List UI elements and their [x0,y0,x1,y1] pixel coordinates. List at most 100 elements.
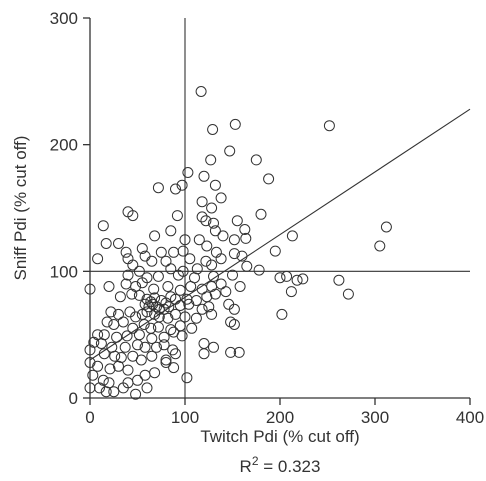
data-point [149,367,161,379]
data-point [281,270,293,282]
data-point [380,221,392,233]
data-point [374,240,386,252]
data-point [176,179,188,191]
data-point [103,281,115,292]
data-point [117,316,129,328]
data-point [101,316,113,328]
data-point [139,341,151,353]
data-point [160,255,172,267]
x-axis-title: Twitch Pdi (% cut off) [200,427,359,446]
data-point [206,259,218,271]
data-points [84,86,392,400]
data-point [97,374,109,386]
data-point [171,210,183,222]
data-point [255,208,267,220]
data-point [97,220,109,232]
data-point [225,346,237,358]
r-squared-value: = 0.323 [259,457,321,476]
data-point [220,286,232,298]
data-point [174,320,186,332]
data-point [233,346,245,358]
data-point [228,248,240,260]
x-tick-label: 0 [85,408,94,427]
data-point [109,350,121,362]
y-tick-label: 200 [50,136,78,155]
data-point [286,230,298,242]
data-point [108,386,120,398]
regression-line [89,108,471,361]
data-point [276,308,288,320]
data-point [165,324,177,336]
data-point [209,179,221,191]
data-point [210,246,222,258]
data-point [193,234,205,246]
data-point [228,319,240,330]
data-point [200,255,212,267]
data-point [195,86,207,97]
data-point [136,243,148,254]
data-point [228,234,240,246]
data-point [165,225,177,237]
data-point [120,278,132,290]
r-squared-base: R [240,457,252,476]
data-point [133,265,145,277]
data-point [155,246,167,258]
data-point [190,295,202,306]
data-point [291,274,303,286]
data-point [198,338,210,349]
data-point [146,333,158,344]
data-point [104,363,116,375]
data-point [181,372,193,384]
data-point [127,322,139,334]
data-point [168,362,180,374]
data-point [141,382,153,394]
data-point [333,274,345,286]
data-point [132,339,143,351]
data-point [92,360,104,372]
data-point [136,277,148,289]
data-point [185,281,197,292]
data-point [179,311,191,323]
data-point [227,269,238,281]
data-point [209,225,221,237]
data-point [100,238,112,249]
data-point [119,341,131,353]
data-point [133,289,145,301]
data-point [111,331,123,343]
data-point [236,250,248,262]
data-point [176,330,188,342]
data-point [127,210,139,222]
data-point [92,253,104,265]
data-point [174,284,186,296]
data-point [239,224,251,235]
data-point [158,339,170,351]
x-tick-label: 300 [361,408,389,427]
r-squared-annotation: R2 = 0.323 [240,454,321,476]
data-point [94,382,105,394]
data-point [208,341,219,353]
data-point [200,215,212,227]
data-point [206,202,218,214]
data-point [285,286,297,298]
data-point [172,269,184,281]
data-point [183,298,195,310]
x-tick-label: 400 [456,408,484,427]
data-point [165,263,177,275]
data-point [113,238,124,249]
tick-labels: 0 100 200 300 400 0 100 200 300 [50,9,485,427]
data-point [215,192,227,204]
data-point [184,253,196,265]
data-point [228,303,240,315]
data-point [217,230,229,242]
y-tick-label: 100 [50,262,78,281]
data-point [190,312,202,324]
data-point [151,341,162,353]
data-point [148,283,160,295]
data-point [174,300,186,311]
data-point [167,344,179,356]
data-point [100,386,112,398]
y-tick-label: 0 [69,389,78,408]
data-point [126,288,138,300]
data-point [135,354,147,366]
data-point [323,120,335,132]
